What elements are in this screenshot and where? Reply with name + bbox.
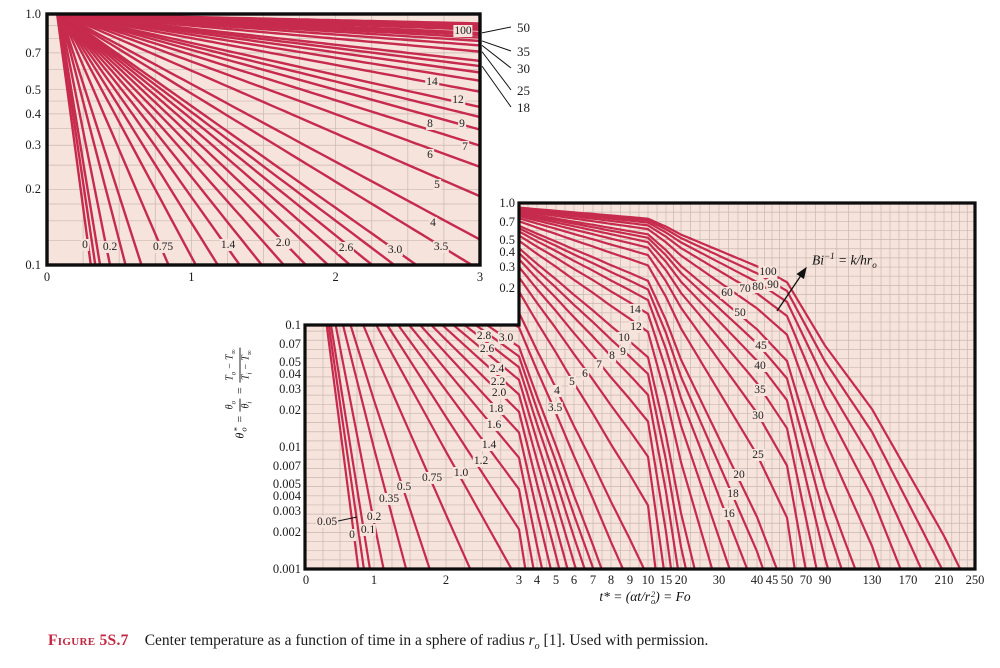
curve-line-bi-inv-3: [59, 14, 419, 265]
curve-line-bi-inv-0.35: [59, 14, 127, 265]
curve-line-bi-inv-6: [57, 14, 480, 169]
curve-line-bi-inv-1.6: [59, 14, 264, 265]
curve-line-bi-inv-0.5: [59, 14, 143, 265]
curve-line-bi-inv-0: [55, 14, 93, 265]
caption-text: Center temperature as a function of time…: [144, 632, 709, 653]
curve-line-bi-inv-1: [59, 14, 198, 265]
curve-line-bi-inv-2.8: [59, 14, 397, 265]
equals-sign: =: [232, 415, 247, 424]
curve-line-bi-inv-3.5: [59, 14, 475, 265]
figure-caption: Figure 5S.7 Center temperature as a funct…: [48, 632, 968, 652]
temperature-fraction: To − T∞ Ti − T∞: [224, 347, 254, 383]
curve-line-bi-inv-2.2: [59, 14, 330, 265]
curve-line-bi-inv-0.1: [57, 14, 102, 265]
leader-line: [481, 26, 512, 34]
leader-line: [481, 65, 512, 108]
curve-line-bi-inv-7: [57, 14, 480, 147]
biot-annotation: Bi−1 = k/hro: [812, 251, 877, 271]
inset-plot-border: [45, 12, 482, 267]
curve-line-bi-inv-2.6: [59, 14, 375, 265]
main-plot-border: [303, 201, 977, 571]
curve-line-bi-inv-0.75: [59, 14, 170, 265]
curve-line-bi-inv-5: [58, 14, 480, 198]
curve-line-bi-inv-9: [56, 14, 480, 119]
curve-line-bi-inv-12: [54, 14, 480, 93]
curve-line-bi-inv-2.4: [59, 14, 352, 265]
leader-line: [481, 51, 512, 91]
curve-line-bi-inv-8: [56, 14, 480, 131]
leader-line: [481, 45, 512, 69]
curve-line-bi-inv-10: [55, 14, 480, 109]
theta-fraction: θo θi: [224, 398, 254, 412]
figure-number: Figure 5S.7: [48, 632, 129, 649]
x-axis-title: t* = (αt/r 2 o) = Fo: [599, 588, 691, 606]
curve-line-bi-inv-1.2: [59, 14, 220, 265]
pointer-line: [337, 516, 358, 522]
y-title-symbol: θ * o: [231, 427, 249, 439]
curve-line-bi-inv-4: [58, 14, 480, 241]
leader-line: [481, 40, 512, 52]
curve-line-bi-inv-20: [50, 14, 480, 63]
curve-line-bi-inv-1.8: [59, 14, 286, 265]
curve-line-bi-inv-0.2: [58, 14, 112, 265]
biot-arrow: [776, 266, 807, 312]
inset-curves-group: [47, 14, 480, 265]
equals-sign: =: [232, 386, 247, 395]
y-axis-title: θ * o = θo θi = To − T∞ Ti − T∞: [224, 347, 256, 439]
